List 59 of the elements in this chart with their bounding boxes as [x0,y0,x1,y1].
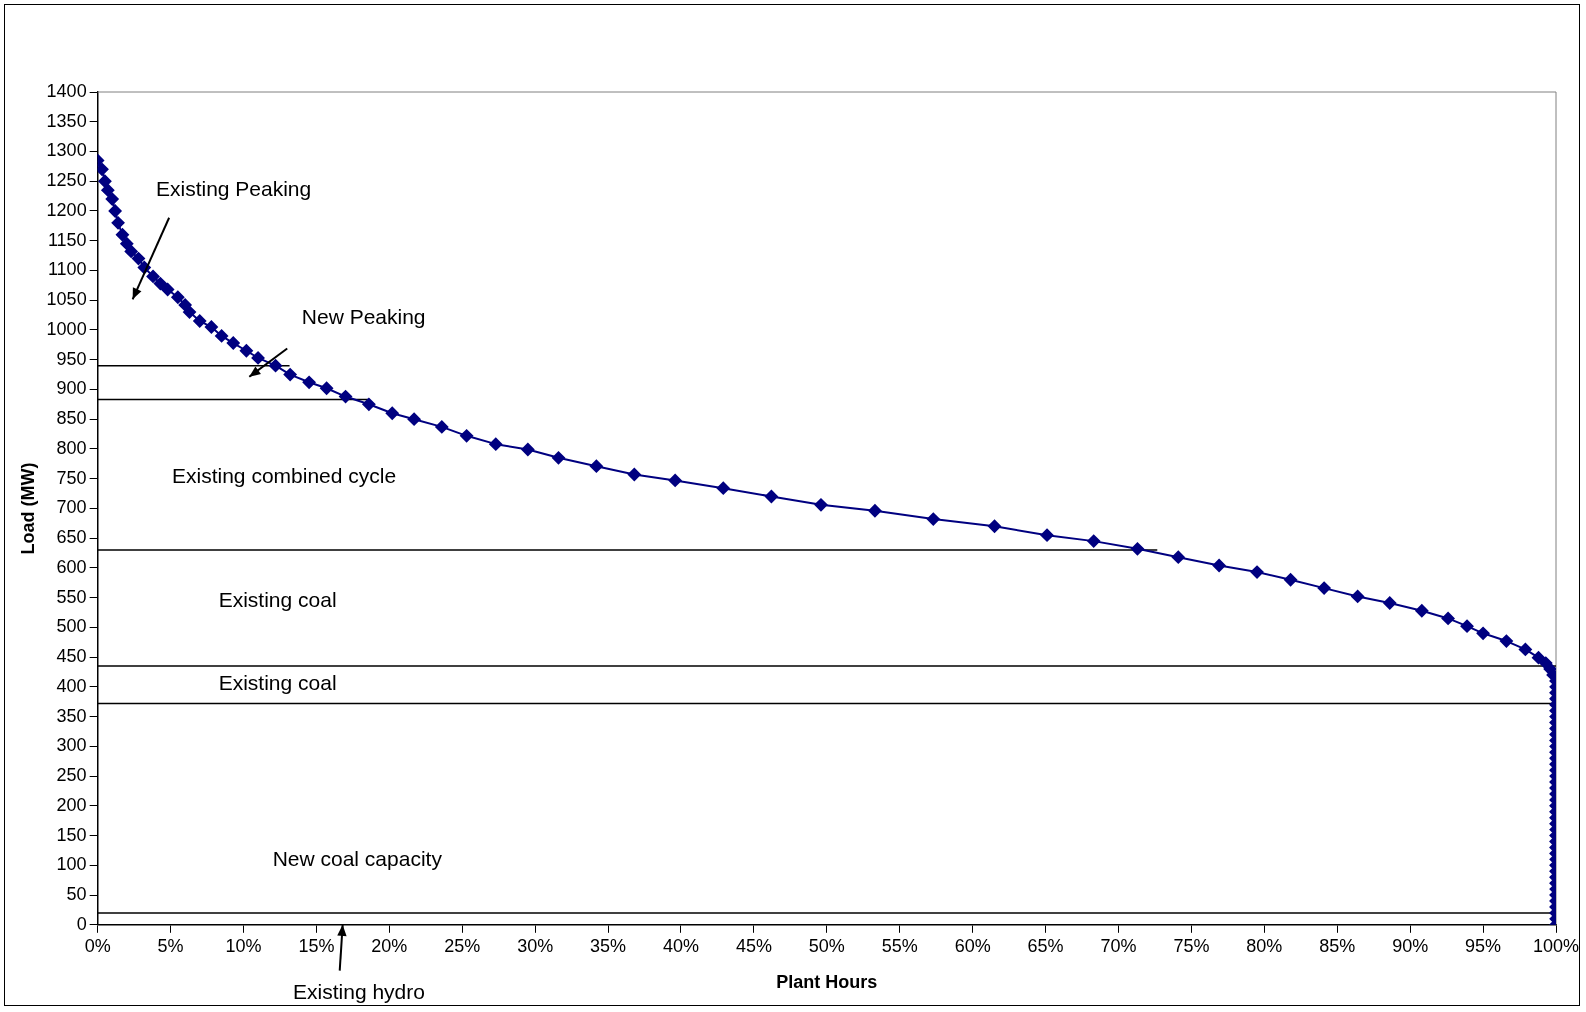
y-tick-label: 700 [56,497,87,518]
x-tick-label: 45% [735,935,772,956]
y-tick-label: 1150 [47,229,87,250]
annotation: New coal capacity [272,846,443,870]
x-tick-label: 30% [517,935,554,956]
x-tick-label: 0% [84,935,111,956]
y-tick-label: 100 [56,854,87,875]
y-tick-label: 1250 [46,170,87,191]
y-tick-label: 450 [56,646,87,667]
y-tick-label: 1050 [46,289,87,310]
y-tick-label: 1200 [46,199,87,220]
y-tick-label: 1350 [46,110,87,131]
x-tick-label: 85% [1319,935,1356,956]
y-tick-label: 1000 [46,318,87,339]
y-tick-label: 300 [56,735,87,756]
x-tick-label: 15% [298,935,335,956]
y-axis-title: Load (MW) [17,462,38,555]
x-axis-title: Plant Hours [776,972,878,993]
y-tick-label: 950 [56,348,87,369]
y-tick-label: 1300 [46,140,87,161]
y-tick-label: 0 [76,913,87,934]
y-tick-label: 750 [56,467,87,488]
y-tick-label: 200 [56,794,87,815]
x-tick-label: 80% [1246,935,1283,956]
y-tick-label: 400 [56,675,87,696]
y-tick-label: 800 [56,437,87,458]
y-tick-label: 900 [56,378,87,399]
x-tick-label: 20% [371,935,408,956]
y-tick-label: 500 [56,616,87,637]
y-tick-label: 650 [56,527,87,548]
x-tick-label: 10% [225,935,262,956]
y-tick-label: 550 [56,586,87,607]
annotation: New Peaking [301,305,426,329]
annotation: Existing coal [218,670,337,694]
x-tick-label: 5% [157,935,184,956]
x-tick-label: 70% [1100,935,1137,956]
y-tick-label: 250 [56,765,87,786]
x-tick-label: 50% [808,935,845,956]
y-tick-label: 50 [66,884,87,905]
x-tick-label: 60% [954,935,991,956]
y-tick-label: 1100 [47,259,87,280]
annotation: Existing Peaking [155,177,312,201]
x-tick-label: 25% [444,935,481,956]
x-tick-label: 75% [1173,935,1210,956]
y-tick-label: 600 [56,556,87,577]
y-tick-label: 150 [56,824,87,845]
x-tick-label: 55% [881,935,918,956]
x-tick-label: 100% [1532,935,1580,956]
x-tick-label: 40% [662,935,699,956]
x-tick-label: 95% [1465,935,1502,956]
x-tick-label: 35% [590,935,627,956]
x-tick-label: 90% [1392,935,1429,956]
y-tick-label: 350 [56,705,87,726]
annotation: Existing coal [218,587,337,611]
y-tick-label: 850 [56,408,87,429]
text: Existing hydro [293,979,425,1003]
annotation: Existing combined cycle [172,464,397,488]
y-tick-label: 1400 [46,80,87,101]
x-tick-label: 65% [1027,935,1064,956]
